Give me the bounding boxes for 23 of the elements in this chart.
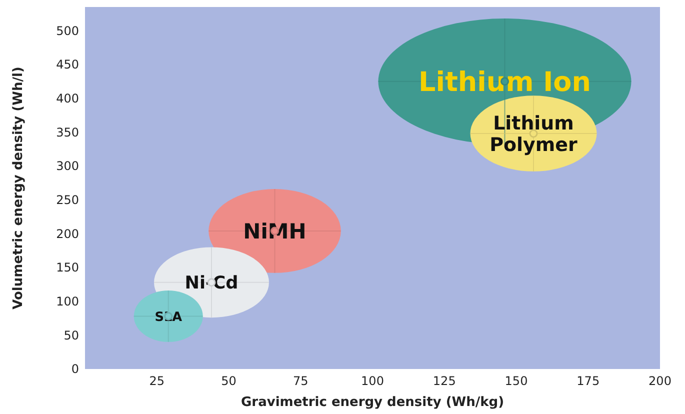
y-tick-label: 300 xyxy=(56,159,79,174)
x-tick-label: 175 xyxy=(576,374,600,388)
y-tick-label: 0 xyxy=(71,362,79,376)
y-tick-label: 350 xyxy=(56,125,79,140)
y-tick-label: 50 xyxy=(64,328,79,342)
y-tick-label: 150 xyxy=(56,260,79,275)
y-tick-label: 500 xyxy=(56,24,79,38)
x-tick-label: 100 xyxy=(361,374,384,388)
x-tick-label: 125 xyxy=(432,374,456,388)
y-axis-title: Volumetric energy density (Wh/l) xyxy=(11,66,26,310)
y-tick-label: 100 xyxy=(56,294,79,309)
x-tick-label: 75 xyxy=(292,374,308,388)
y-tick-label: 400 xyxy=(56,92,79,106)
y-tick-label: 250 xyxy=(56,193,79,208)
y-tick-label: 200 xyxy=(56,226,79,241)
x-axis-title: Gravimetric energy density (Wh/kg) xyxy=(240,395,504,410)
x-tick-label: 200 xyxy=(648,374,672,388)
x-tick-label: 150 xyxy=(504,374,528,388)
x-tick-label: 25 xyxy=(149,374,165,388)
y-tick-label: 450 xyxy=(56,58,79,72)
series-label: Lithium Ion xyxy=(418,67,591,98)
series-label: Lithium Polymer xyxy=(490,112,578,156)
x-tick-label: 50 xyxy=(221,374,236,388)
